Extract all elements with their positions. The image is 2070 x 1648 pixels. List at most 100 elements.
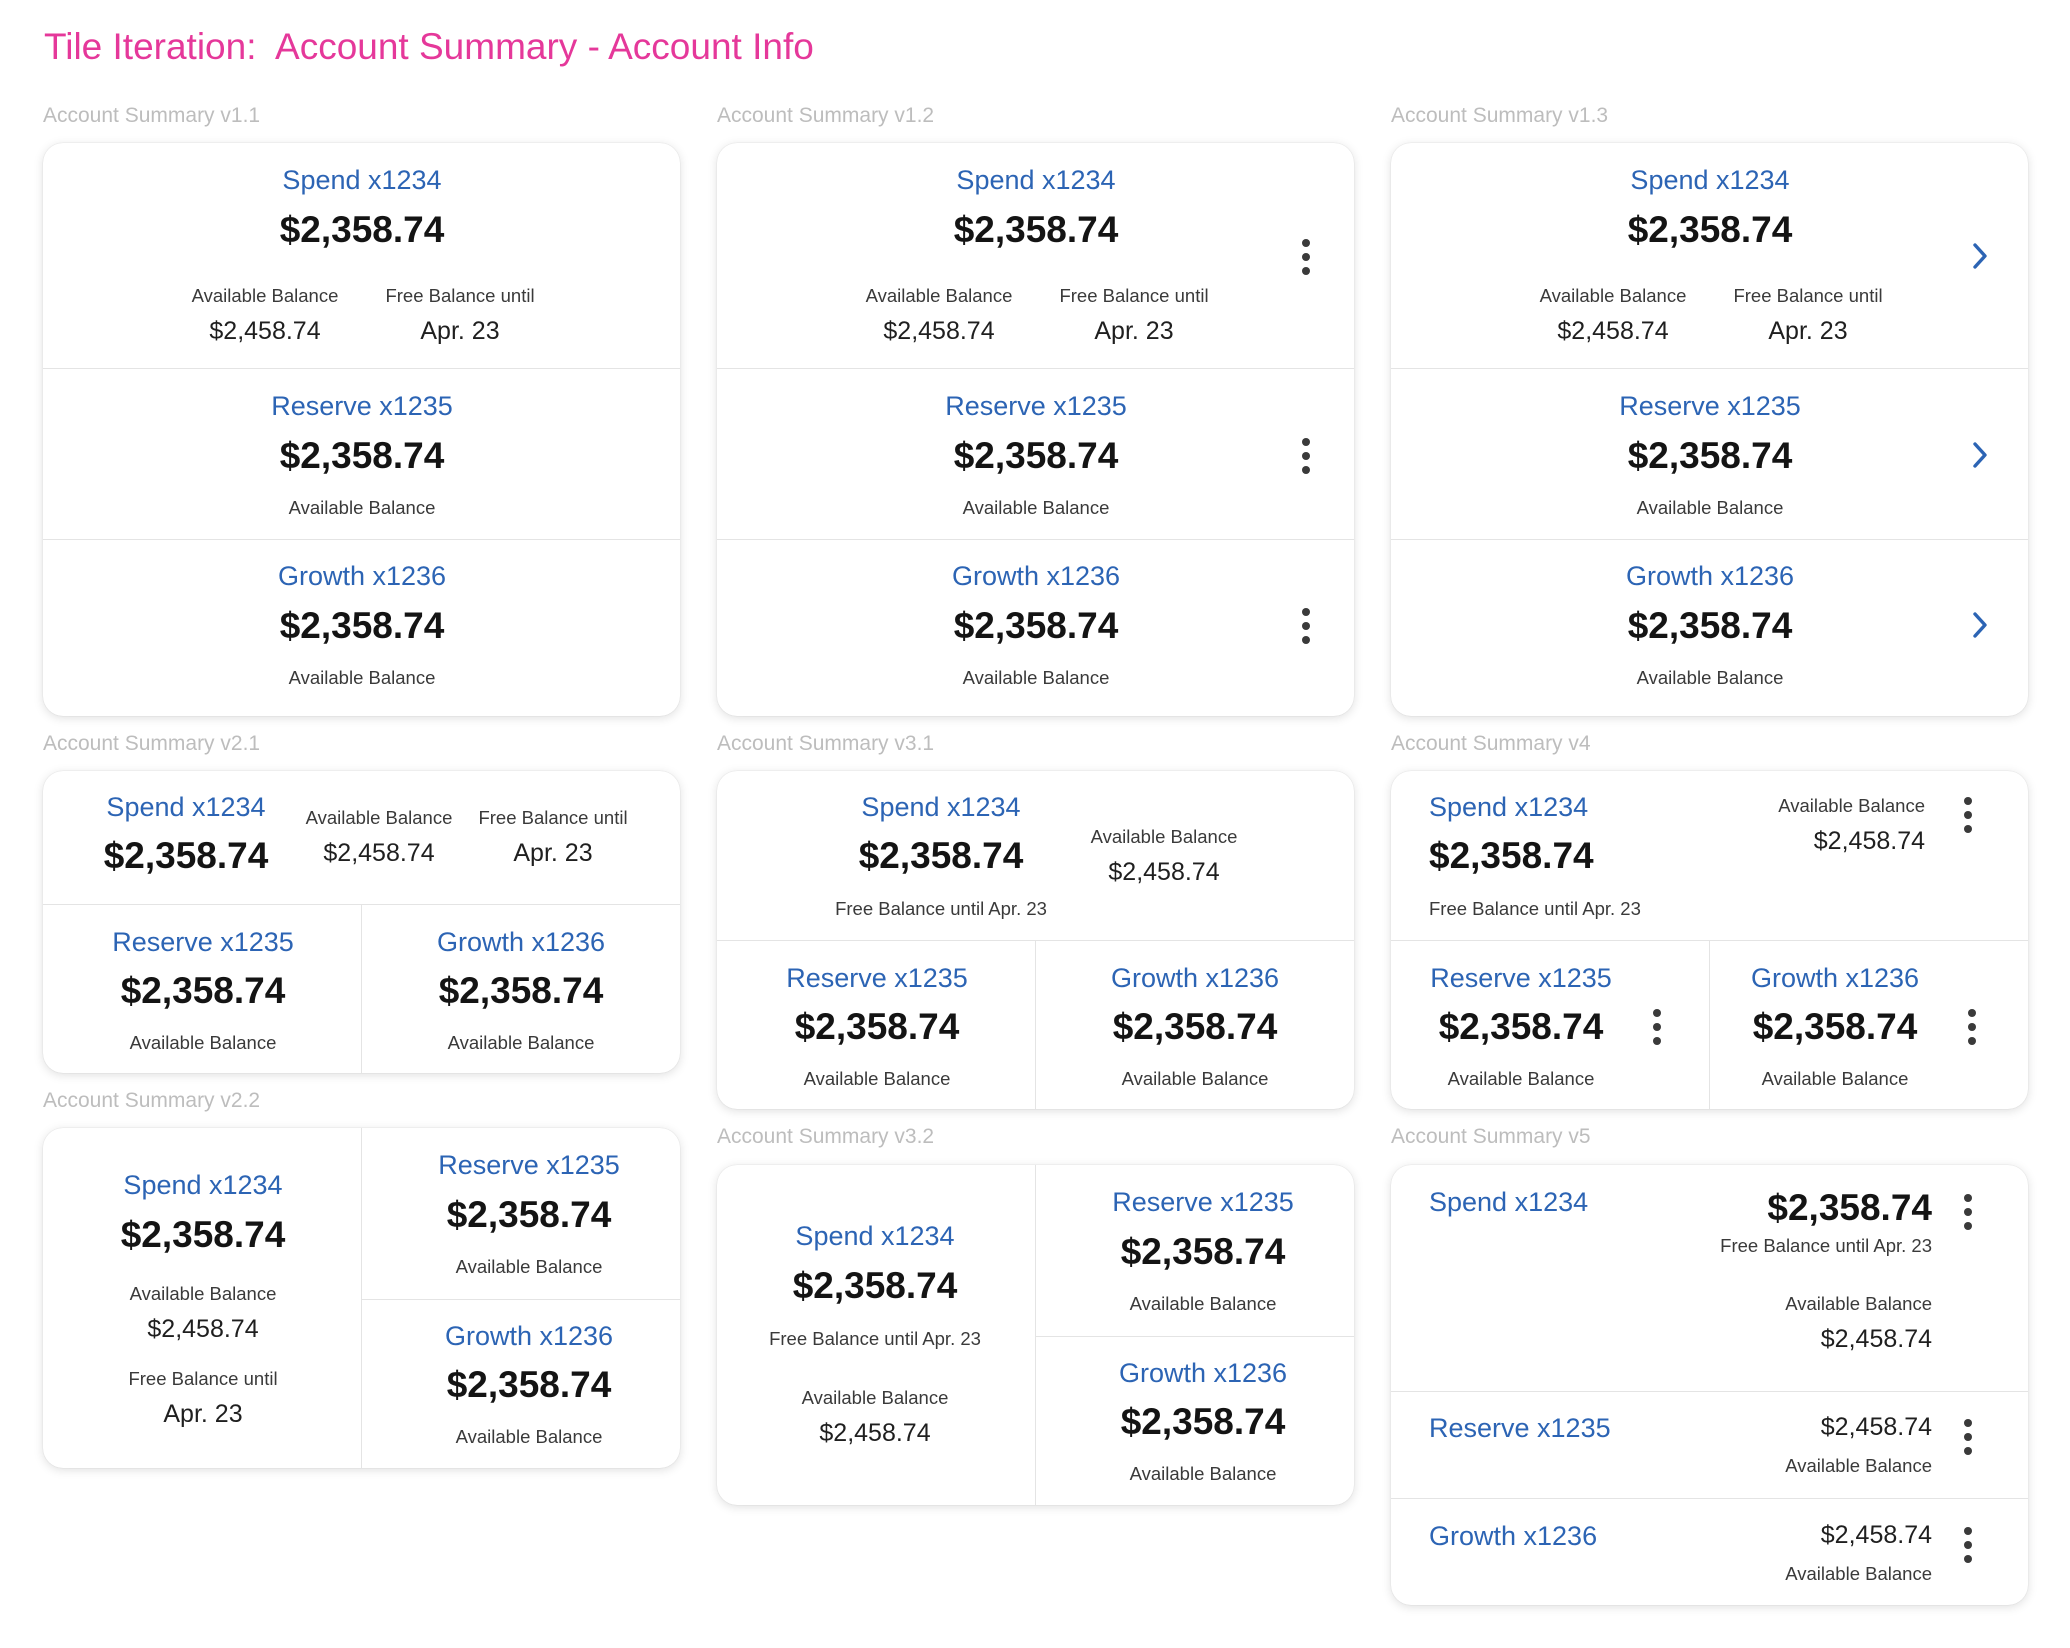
reserve-account-name[interactable]: Reserve x1235 <box>1619 391 1801 421</box>
available-balance-value: $2,458.74 <box>1813 827 1925 855</box>
more-vertical-icon[interactable] <box>1963 1527 1973 1563</box>
version-label-v2-2: Account Summary v2.2 <box>43 1089 261 1112</box>
version-label-v1-1: Account Summary v1.1 <box>43 104 261 127</box>
growth-account-name[interactable]: Growth x1236 <box>1625 561 1795 591</box>
spend-balance: $2,358.74 <box>792 1265 958 1306</box>
growth-balance: $2,458.74 <box>1820 1521 1932 1549</box>
available-balance-label: Available Balance <box>962 667 1110 688</box>
divider <box>1709 940 1710 1109</box>
spend-account-name[interactable]: Spend x1234 <box>795 1221 955 1251</box>
chevron-right-icon[interactable] <box>1970 242 1990 270</box>
growth-account-name[interactable]: Growth x1236 <box>1429 1521 1598 1551</box>
spend-account-name[interactable]: Spend x1234 <box>282 165 442 195</box>
account-summary-card-v1-2: Spend x1234 $2,358.74 Available Balance … <box>717 143 1354 716</box>
growth-account-name[interactable]: Growth x1236 <box>436 927 606 957</box>
growth-account-name[interactable]: Growth x1236 <box>1750 963 1920 993</box>
chevron-right-icon[interactable] <box>1970 441 1990 469</box>
spend-account-name[interactable]: Spend x1234 <box>106 792 266 822</box>
growth-balance: $2,358.74 <box>1752 1006 1918 1047</box>
version-label-v4: Account Summary v4 <box>1391 732 1591 755</box>
free-balance-until-date: Free Balance until Apr. 23 <box>1429 898 1641 919</box>
account-summary-card-v3-1: Spend x1234 $2,358.74 Free Balance until… <box>717 771 1354 1109</box>
page-title: Tile Iteration: Account Summary - Accoun… <box>44 26 814 67</box>
divider <box>1035 1165 1036 1505</box>
available-balance-label: Available Balance <box>288 497 436 518</box>
divider <box>1391 1391 2028 1392</box>
free-balance-label: Free Balance until <box>385 285 535 306</box>
more-vertical-icon[interactable] <box>1963 1419 1973 1455</box>
growth-account-name[interactable]: Growth x1236 <box>1110 963 1280 993</box>
more-vertical-icon[interactable] <box>1301 438 1311 474</box>
reserve-account-name[interactable]: Reserve x1235 <box>945 391 1127 421</box>
divider <box>1035 940 1036 1109</box>
more-vertical-icon[interactable] <box>1301 608 1311 644</box>
account-summary-card-v2-1: Spend x1234 $2,358.74 Available Balance … <box>43 771 680 1073</box>
available-balance-label: Available Balance <box>1761 1068 1909 1089</box>
available-balance-label: Available Balance <box>1447 1068 1595 1089</box>
free-balance-date: Apr. 23 <box>1094 317 1174 345</box>
available-balance-label: Available Balance <box>1129 1463 1277 1484</box>
chevron-right-icon[interactable] <box>1970 611 1990 639</box>
reserve-account-name[interactable]: Reserve x1235 <box>786 963 968 993</box>
spend-account-name[interactable]: Spend x1234 <box>861 792 1021 822</box>
more-vertical-icon[interactable] <box>1963 797 1973 833</box>
growth-balance: $2,358.74 <box>1120 1401 1286 1442</box>
growth-account-name[interactable]: Growth x1236 <box>444 1321 614 1351</box>
available-balance-label: Available Balance <box>1539 285 1687 306</box>
version-label-v1-3: Account Summary v1.3 <box>1391 104 1609 127</box>
divider <box>1391 368 2028 369</box>
available-balance-label: Available Balance <box>447 1032 595 1053</box>
spend-account-name[interactable]: Spend x1234 <box>956 165 1116 195</box>
available-balance-value: $2,458.74 <box>1557 317 1669 345</box>
free-balance-date: Apr. 23 <box>163 1400 243 1428</box>
growth-balance: $2,358.74 <box>1627 605 1793 646</box>
more-vertical-icon[interactable] <box>1963 1194 1973 1230</box>
reserve-account-name[interactable]: Reserve x1235 <box>112 927 294 957</box>
spend-balance: $2,358.74 <box>858 835 1024 876</box>
reserve-balance: $2,358.74 <box>120 970 286 1011</box>
available-balance-label: Available Balance <box>1090 826 1238 847</box>
free-balance-until-date: Free Balance until Apr. 23 <box>1720 1235 1932 1256</box>
more-vertical-icon[interactable] <box>1301 239 1311 275</box>
reserve-balance: $2,358.74 <box>446 1194 612 1235</box>
available-balance-label: Available Balance <box>129 1283 277 1304</box>
available-balance-label: Available Balance <box>1785 1293 1932 1314</box>
reserve-balance: $2,358.74 <box>1438 1006 1604 1047</box>
reserve-account-name[interactable]: Reserve x1235 <box>1429 1413 1611 1443</box>
growth-balance: $2,358.74 <box>953 605 1119 646</box>
reserve-balance: $2,358.74 <box>1627 435 1793 476</box>
spend-balance: $2,358.74 <box>1429 835 1594 876</box>
available-balance-label: Available Balance <box>1785 1455 1932 1476</box>
available-balance-label: Available Balance <box>1129 1293 1277 1314</box>
spend-account-name[interactable]: Spend x1234 <box>1429 792 1589 822</box>
divider <box>717 368 1354 369</box>
reserve-balance: $2,358.74 <box>279 435 445 476</box>
available-balance-value: $2,458.74 <box>209 317 321 345</box>
reserve-account-name[interactable]: Reserve x1235 <box>271 391 453 421</box>
spend-balance: $2,358.74 <box>103 835 269 876</box>
more-vertical-icon[interactable] <box>1652 1009 1662 1045</box>
available-balance-label: Available Balance <box>455 1426 603 1447</box>
account-summary-card-v5: Spend x1234 $2,358.74 Free Balance until… <box>1391 1165 2028 1605</box>
available-balance-label: Available Balance <box>1778 795 1925 816</box>
reserve-account-name[interactable]: Reserve x1235 <box>1430 963 1612 993</box>
available-balance-label: Available Balance <box>1636 667 1784 688</box>
growth-balance: $2,358.74 <box>279 605 445 646</box>
reserve-account-name[interactable]: Reserve x1235 <box>438 1150 620 1180</box>
spend-balance: $2,358.74 <box>953 209 1119 250</box>
free-balance-date: Apr. 23 <box>420 317 500 345</box>
growth-account-name[interactable]: Growth x1236 <box>277 561 447 591</box>
divider <box>361 904 362 1073</box>
available-balance-value: $2,458.74 <box>1108 858 1220 886</box>
growth-account-name[interactable]: Growth x1236 <box>1118 1358 1288 1388</box>
spend-account-name[interactable]: Spend x1234 <box>123 1170 283 1200</box>
spend-account-name[interactable]: Spend x1234 <box>1630 165 1790 195</box>
reserve-account-name[interactable]: Reserve x1235 <box>1112 1187 1294 1217</box>
growth-account-name[interactable]: Growth x1236 <box>951 561 1121 591</box>
more-vertical-icon[interactable] <box>1967 1009 1977 1045</box>
available-balance-label: Available Balance <box>1636 497 1784 518</box>
growth-balance: $2,358.74 <box>1112 1006 1278 1047</box>
spend-account-name[interactable]: Spend x1234 <box>1429 1187 1589 1217</box>
free-balance-label: Free Balance until <box>128 1368 278 1389</box>
version-label-v1-2: Account Summary v1.2 <box>717 104 935 127</box>
